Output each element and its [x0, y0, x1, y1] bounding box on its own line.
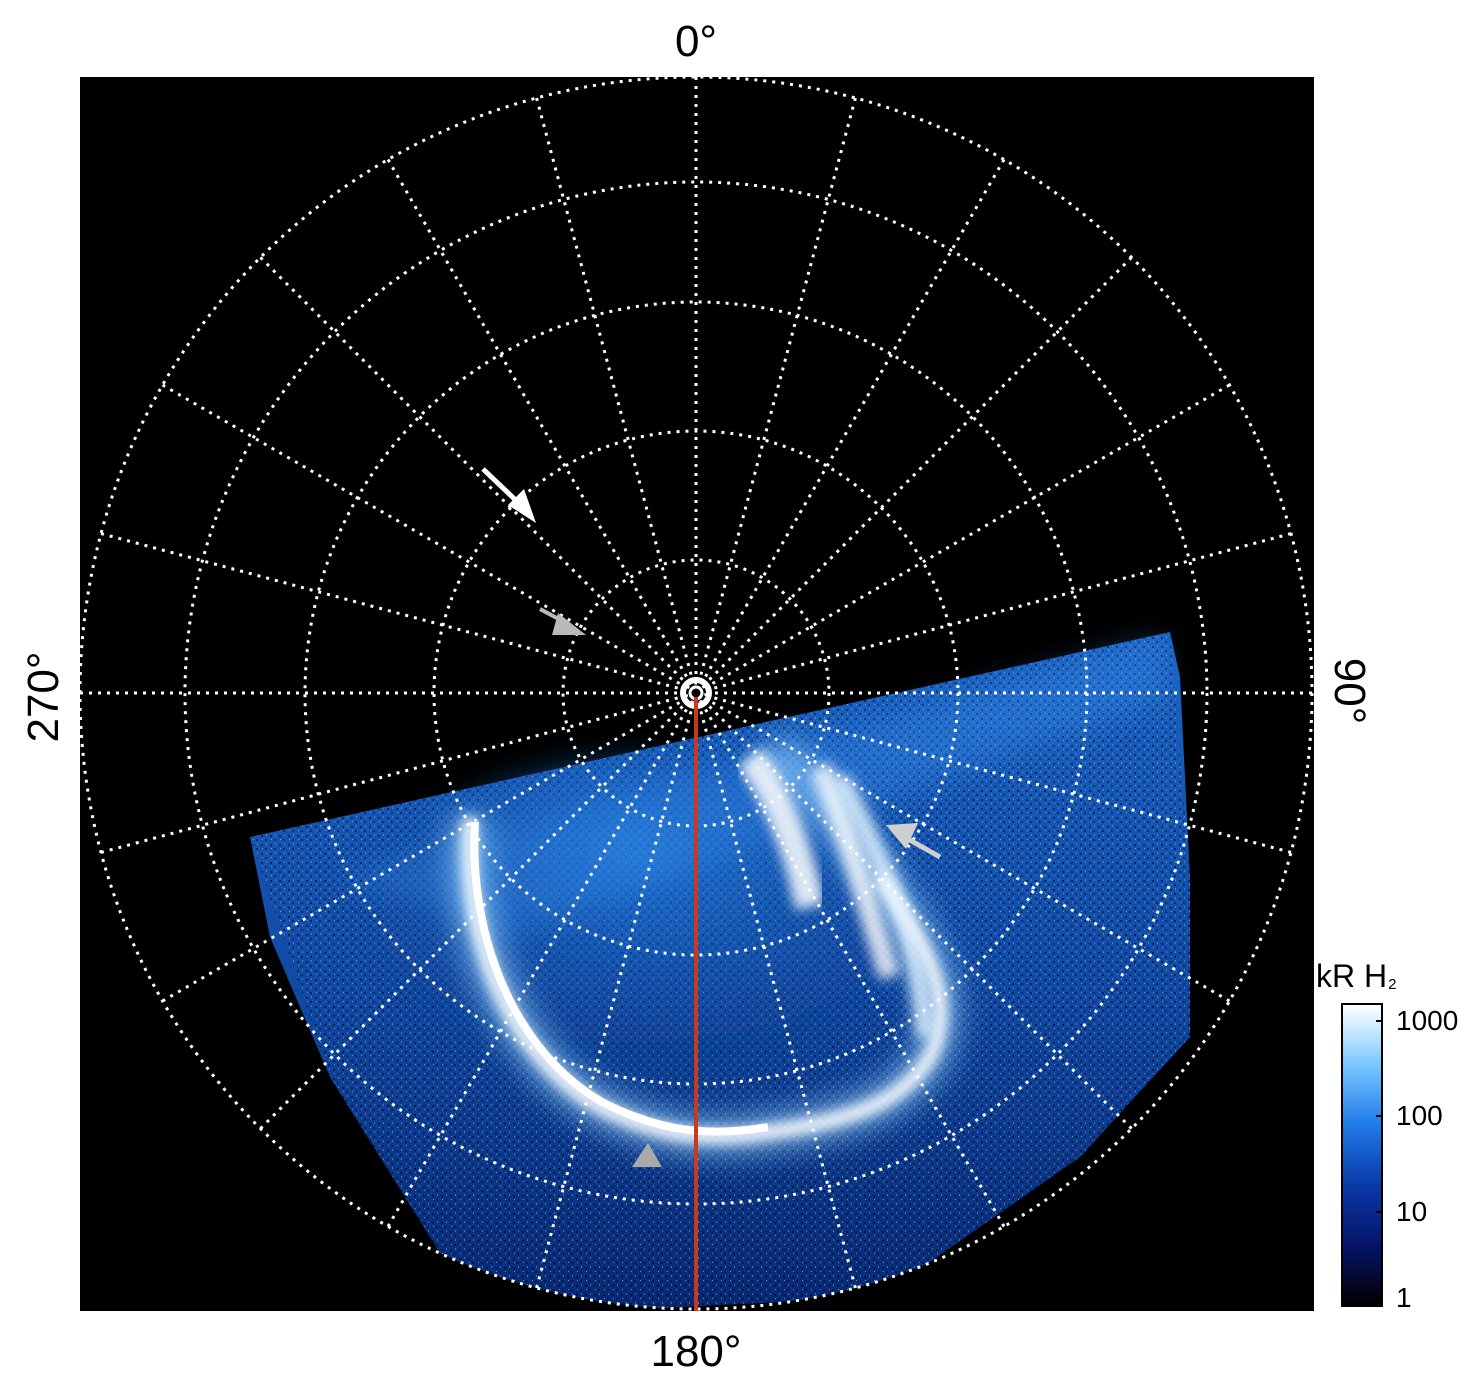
grid-meridian: [161, 383, 689, 690]
arrow-white-north: [481, 467, 536, 523]
grid-meridian: [699, 158, 1006, 686]
grid-meridian: [100, 532, 687, 692]
grid-meridian: [161, 696, 689, 1003]
colorbar-tick-label: 10: [1396, 1196, 1428, 1227]
arrow-gray-south: [632, 1143, 662, 1167]
longitude-label-270: 270°: [19, 651, 68, 743]
colorbar-tick-label: 100: [1396, 1100, 1443, 1131]
grid-meridian: [535, 702, 695, 1289]
longitude-label-90: 90°: [1325, 657, 1374, 725]
colorbar-title-text: kR H: [1316, 958, 1388, 994]
grid-meridian: [699, 700, 1006, 1228]
colorbar: [1341, 1003, 1383, 1307]
grid-meridians: [80, 77, 1312, 1309]
grid-meridian: [259, 256, 690, 687]
polar-projection-image: [80, 77, 1314, 1311]
grid-meridian: [697, 97, 857, 684]
colorbar-title: kR H2: [1316, 958, 1396, 995]
arrow-gray-east: [886, 823, 942, 860]
polar-plot-svg: [80, 77, 1314, 1311]
grid-meridian: [535, 97, 695, 684]
grid-meridian: [703, 696, 1231, 1003]
colorbar-tick-label: 1: [1396, 1282, 1412, 1313]
auroral-oval: [448, 732, 961, 1157]
grid-meridian: [705, 694, 1292, 854]
colorbar-title-subscript: 2: [1388, 976, 1397, 993]
grid-meridian: [386, 700, 693, 1228]
grid-meridian: [259, 699, 690, 1130]
grid-meridian: [100, 694, 687, 854]
grid-meridian: [702, 699, 1133, 1130]
grid-meridian: [702, 256, 1133, 687]
longitude-label-0: 0°: [674, 17, 718, 66]
grid-meridian: [705, 532, 1292, 692]
arrow-gray-north: [539, 607, 586, 635]
longitude-label-180: 180°: [650, 1327, 742, 1376]
colorbar-tick-label: 1000: [1396, 1005, 1459, 1036]
grid-meridian: [697, 702, 857, 1289]
grid-meridian: [703, 383, 1231, 690]
grid-meridian: [386, 158, 693, 686]
